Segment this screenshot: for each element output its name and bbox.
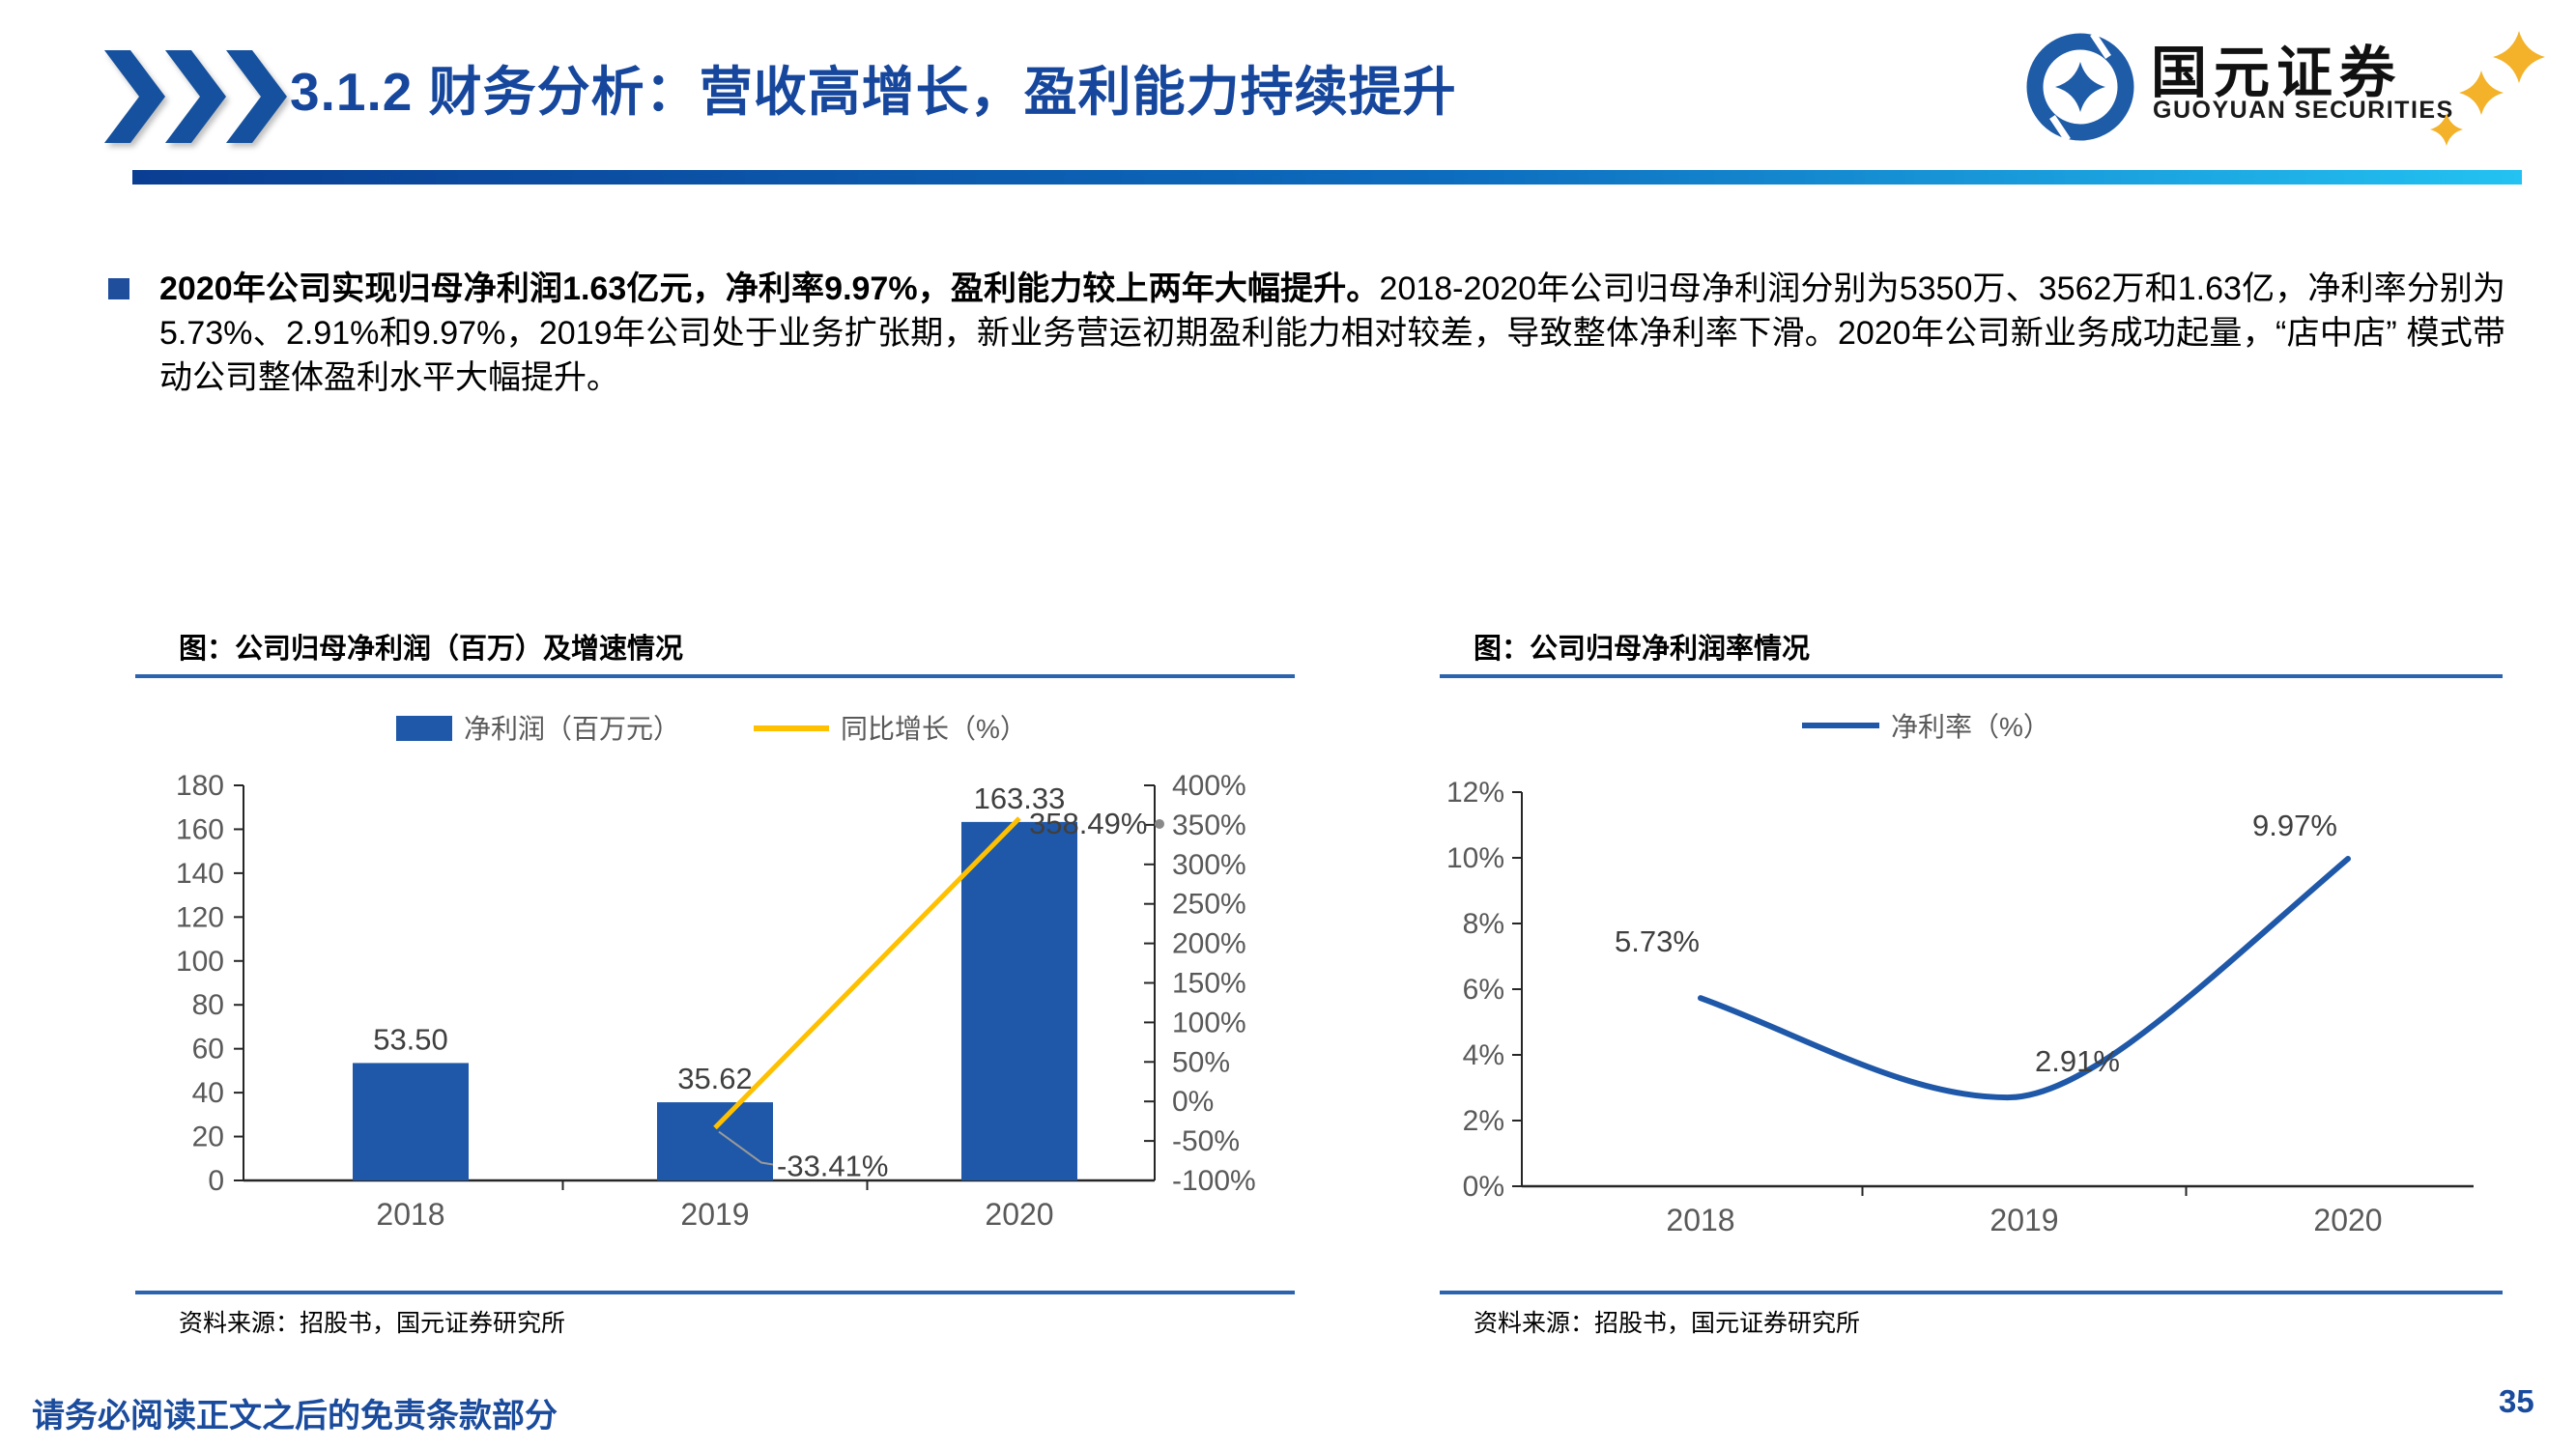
x-axis-label: 2019	[680, 1197, 749, 1232]
logo-sparkles-icon	[2430, 31, 2545, 146]
legend-line-label: 净利率（%）	[1891, 712, 2050, 742]
logo-name-cn: 国元证券	[2151, 42, 2403, 104]
left-axis-tick-label: 80	[192, 989, 224, 1021]
label-leader-line	[718, 1130, 774, 1166]
left-axis-tick-label: 120	[176, 901, 224, 933]
footer-disclaimer: 请务必阅读正文之后的免责条款部分	[32, 1398, 558, 1435]
left-axis-tick-label: 40	[192, 1077, 224, 1109]
right-chart-source: 资料来源：招股书，国元证券研究所	[1474, 1310, 1861, 1337]
guoyuan-logo-icon	[2026, 32, 2134, 142]
left-axis-tick-label: 160	[176, 813, 224, 845]
left-chart-source: 资料来源：招股书，国元证券研究所	[179, 1310, 566, 1337]
page-number: 35	[2499, 1383, 2534, 1419]
line-value-label: 9.97%	[2252, 809, 2337, 842]
y-axis-tick-label: 6%	[1463, 974, 1504, 1006]
left-axis-tick-label: 20	[192, 1122, 224, 1153]
legend-bar-label: 净利润（百万元）	[464, 714, 680, 744]
right-axis-tick-label: 400%	[1172, 770, 1246, 802]
right-chart-title: 图：公司归母净利润率情况	[1474, 634, 1811, 665]
y-axis-tick-label: 0%	[1463, 1171, 1504, 1203]
line-value-label: -33.41%	[777, 1150, 888, 1183]
line-value-label: 5.73%	[1615, 924, 1700, 958]
x-axis-label: 2019	[1989, 1203, 2058, 1237]
y-axis-tick-label: 4%	[1463, 1039, 1504, 1071]
y-axis-tick-label: 10%	[1446, 842, 1504, 874]
line-value-label: 2.91%	[2035, 1044, 2120, 1078]
bullet-marker	[108, 278, 129, 299]
right-axis-tick-label: 150%	[1172, 968, 1246, 1000]
x-axis-label: 2018	[376, 1197, 444, 1232]
right-axis-tick-label: 0%	[1172, 1086, 1214, 1118]
right-axis-tick-label: 300%	[1172, 849, 1246, 881]
legend-line-label: 同比增长（%）	[841, 714, 1027, 744]
net-margin-line	[1698, 856, 2351, 1101]
growth-line	[713, 816, 1021, 1130]
net-margin-chart: 12% 10% 8% 6% 4% 2% 0% 2018 2019 2020 5.73% 2.91% 9.…	[1446, 712, 2474, 1237]
left-chart-top-rule	[135, 674, 1295, 678]
left-axis-tick-label: 180	[176, 770, 224, 802]
chevrons-icon	[104, 50, 287, 143]
bar-value-label: 163.33	[974, 781, 1066, 815]
header-divider	[132, 170, 2522, 185]
y-axis-tick-label: 2%	[1463, 1105, 1504, 1137]
left-chart-title: 图：公司归母净利润（百万）及增速情况	[179, 634, 684, 665]
x-axis-label: 2020	[985, 1197, 1053, 1232]
summary-bold-text: 2020年公司实现归母净利润1.63亿元，净利率9.97%，盈利能力较上两年大幅…	[159, 270, 1380, 307]
right-chart-top-rule	[1440, 674, 2503, 678]
right-axis-tick-label: 350%	[1172, 810, 1246, 841]
x-axis-label: 2018	[1666, 1203, 1734, 1237]
left-axis-tick-label: 0	[208, 1165, 224, 1197]
label-dot	[1155, 818, 1164, 829]
net-profit-chart: 180 160 140 120 100 80 60 40 20 0 400% 350% 300% 250%…	[176, 714, 1256, 1232]
bar-value-label: 35.62	[677, 1062, 753, 1095]
page-title: 3.1.2 财务分析：营收高增长，盈利能力持续提升	[290, 62, 1457, 122]
right-axis-tick-label: -100%	[1172, 1165, 1256, 1197]
left-axis-tick-label: 60	[192, 1034, 224, 1065]
right-axis-tick-label: 50%	[1172, 1046, 1230, 1078]
right-axis-tick-label: -50%	[1172, 1125, 1240, 1157]
right-chart-bottom-rule	[1440, 1291, 2503, 1294]
legend-bar-swatch	[396, 716, 452, 741]
left-chart-bottom-rule	[135, 1291, 1295, 1294]
y-axis-tick-label: 8%	[1463, 908, 1504, 940]
summary-paragraph: 2020年公司实现归母净利润1.63亿元，净利率9.97%，盈利能力较上两年大幅…	[159, 267, 2505, 400]
right-axis-tick-label: 250%	[1172, 889, 1246, 921]
right-axis-tick-label: 100%	[1172, 1007, 1246, 1038]
x-axis-label: 2020	[2313, 1203, 2382, 1237]
right-axis-tick-label: 200%	[1172, 928, 1246, 960]
left-axis-tick-label: 140	[176, 858, 224, 890]
bar-2020	[961, 821, 1077, 1180]
line-value-label: 358.49%	[1029, 807, 1147, 840]
left-axis-tick-label: 100	[176, 946, 224, 978]
bar-2019	[657, 1102, 773, 1180]
summary-regular-text: 2018-2020年公司归母净利润分别为5350万、3562万和1.63亿，净利…	[159, 270, 2505, 396]
bar-2018	[353, 1063, 469, 1180]
bar-value-label: 53.50	[373, 1022, 448, 1056]
logo-name-en: GUOYUAN SECURITIES	[2153, 97, 2454, 124]
y-axis-tick-label: 12%	[1446, 777, 1504, 809]
